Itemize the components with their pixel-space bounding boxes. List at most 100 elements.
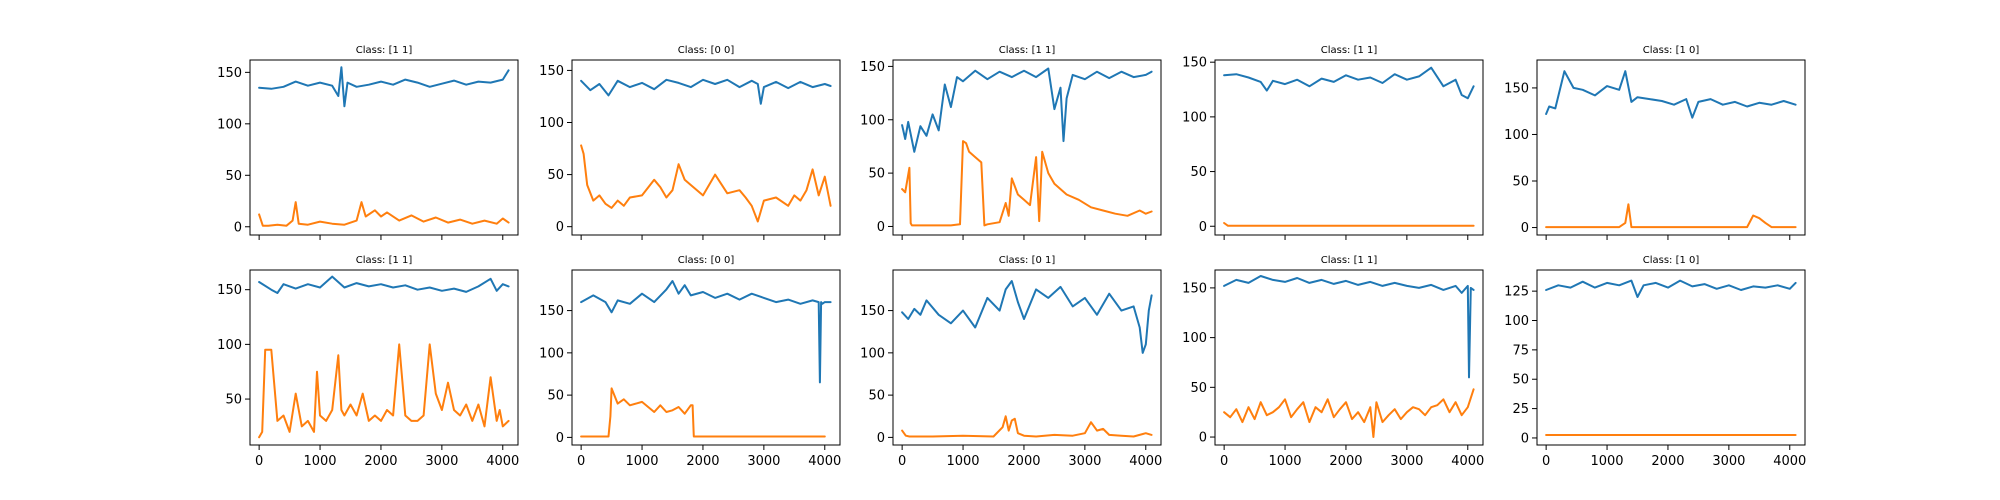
subplot-frame — [1214, 269, 1484, 446]
subplot-title: Class: [0 1] — [999, 255, 1056, 266]
y-tick-label: 50 — [547, 389, 564, 404]
y-tick-label: 0 — [1521, 221, 1529, 236]
subplot-9: Class: [1 1] 0 1000 2000 3000 4000 0 50 100 150 — [1182, 255, 1484, 469]
subplot-7: Class: [0 0] 0 1000 2000 3000 4000 0 50 100 150 — [539, 255, 841, 469]
subplot-frame — [249, 59, 519, 236]
x-tick-label: 4000 — [486, 454, 519, 469]
y-tick-label: 100 — [1504, 314, 1529, 329]
subplot-4: Class: [1 1] 0 50 100 150 — [1182, 45, 1484, 240]
subplot-frame — [892, 59, 1162, 236]
subplot-frame — [571, 59, 841, 236]
x-tick-label: 0 — [577, 454, 585, 469]
y-tick-label: 0 — [556, 431, 564, 446]
x-tick-label: 3000 — [1712, 454, 1745, 469]
y-tick-label: 150 — [539, 64, 564, 79]
y-tick-label: 150 — [217, 283, 242, 298]
series-1-line — [258, 275, 510, 294]
x-tick-label: 4000 — [1773, 454, 1806, 469]
y-tick-label: 0 — [1199, 220, 1207, 235]
x-tick-label: 2000 — [364, 454, 397, 469]
x-tick-label: 2000 — [1007, 454, 1040, 469]
y-tick-label: 150 — [1182, 281, 1207, 296]
y-tick-label: 50 — [547, 168, 564, 183]
series-2-line — [901, 415, 1153, 438]
subplot-frame — [1536, 59, 1806, 236]
y-tick-label: 150 — [1182, 56, 1207, 71]
series-2-line — [580, 144, 832, 223]
series-2-line — [1223, 388, 1475, 438]
subplot-title: Class: [1 1] — [356, 255, 413, 266]
x-tick-label: 1000 — [1268, 454, 1301, 469]
series-1-line — [901, 67, 1153, 153]
y-tick-label: 150 — [860, 304, 885, 319]
x-tick-label: 3000 — [1068, 454, 1101, 469]
subplot-1: Class: [1 1] 0 50 100 150 — [217, 45, 519, 240]
y-tick-label: 125 — [1504, 285, 1529, 300]
y-tick-label: 100 — [1182, 331, 1207, 346]
subplot-frame — [1214, 59, 1484, 236]
y-tick-label: 150 — [1504, 81, 1529, 96]
series-1-line — [1223, 275, 1475, 379]
y-tick-label: 50 — [225, 169, 242, 184]
y-tick-label: 0 — [877, 220, 885, 235]
y-tick-label: 100 — [860, 113, 885, 128]
x-tick-label: 0 — [898, 454, 906, 469]
subplot-2: Class: [0 0] 0 50 100 150 — [539, 45, 841, 240]
y-tick-label: 0 — [556, 220, 564, 235]
subplot-title: Class: [1 1] — [356, 45, 413, 56]
subplot-3: Class: [1 1] 0 50 100 150 — [860, 45, 1162, 240]
subplot-title: Class: [1 1] — [1321, 255, 1378, 266]
series-1-line — [1223, 66, 1475, 100]
series-2-line — [901, 140, 1153, 227]
y-tick-label: 100 — [217, 117, 242, 132]
x-tick-label: 0 — [1220, 454, 1228, 469]
x-tick-label: 4000 — [1451, 454, 1484, 469]
series-1-line — [1545, 70, 1797, 119]
y-tick-label: 150 — [860, 60, 885, 75]
y-tick-label: 100 — [1504, 128, 1529, 143]
subplot-6: Class: [1 1] 0 1000 2000 3000 4000 50 100 150 — [217, 255, 519, 469]
subplot-frame — [249, 269, 519, 446]
subplot-10: Class: [1 0] 0 1000 2000 3000 4000 0 25 50 75 100 1… — [1504, 255, 1806, 469]
series-2-line — [580, 387, 826, 438]
x-tick-label: 2000 — [1651, 454, 1684, 469]
subplot-title: Class: [1 0] — [1643, 255, 1700, 266]
x-tick-label: 4000 — [808, 454, 841, 469]
x-tick-label: 4000 — [1129, 454, 1162, 469]
subplot-frame — [1536, 269, 1806, 446]
y-tick-label: 75 — [1512, 343, 1529, 358]
subplot-title: Class: [0 0] — [678, 255, 735, 266]
series-2-line — [258, 201, 510, 227]
y-tick-label: 50 — [1190, 381, 1207, 396]
x-tick-label: 1000 — [625, 454, 658, 469]
x-tick-label: 0 — [255, 454, 263, 469]
y-tick-label: 100 — [1182, 110, 1207, 125]
subplot-frame — [892, 269, 1162, 446]
y-tick-label: 100 — [539, 346, 564, 361]
series-1-line — [1545, 279, 1797, 298]
x-tick-label: 0 — [1542, 454, 1550, 469]
series-2-line — [1545, 203, 1797, 229]
y-tick-label: 50 — [1512, 373, 1529, 388]
subplot-5: Class: [1 0] 0 50 100 150 — [1504, 45, 1806, 240]
y-tick-label: 150 — [217, 66, 242, 81]
series-1-line — [580, 280, 832, 384]
y-tick-label: 100 — [539, 116, 564, 131]
series-1-line — [901, 280, 1153, 354]
x-tick-label: 3000 — [1390, 454, 1423, 469]
x-tick-label: 2000 — [1329, 454, 1362, 469]
subplot-title: Class: [1 0] — [1643, 45, 1700, 56]
subplot-title: Class: [1 1] — [1321, 45, 1378, 56]
x-tick-label: 1000 — [1590, 454, 1623, 469]
x-tick-label: 3000 — [747, 454, 780, 469]
series-1-line — [258, 66, 510, 108]
subplot-frame — [571, 269, 841, 446]
y-tick-label: 50 — [1190, 165, 1207, 180]
subplot-title: Class: [0 0] — [678, 45, 735, 56]
x-tick-label: 3000 — [425, 454, 458, 469]
series-1-line — [580, 78, 832, 105]
y-tick-label: 50 — [1512, 175, 1529, 190]
y-tick-label: 0 — [1199, 431, 1207, 446]
series-2-line — [1223, 222, 1475, 227]
